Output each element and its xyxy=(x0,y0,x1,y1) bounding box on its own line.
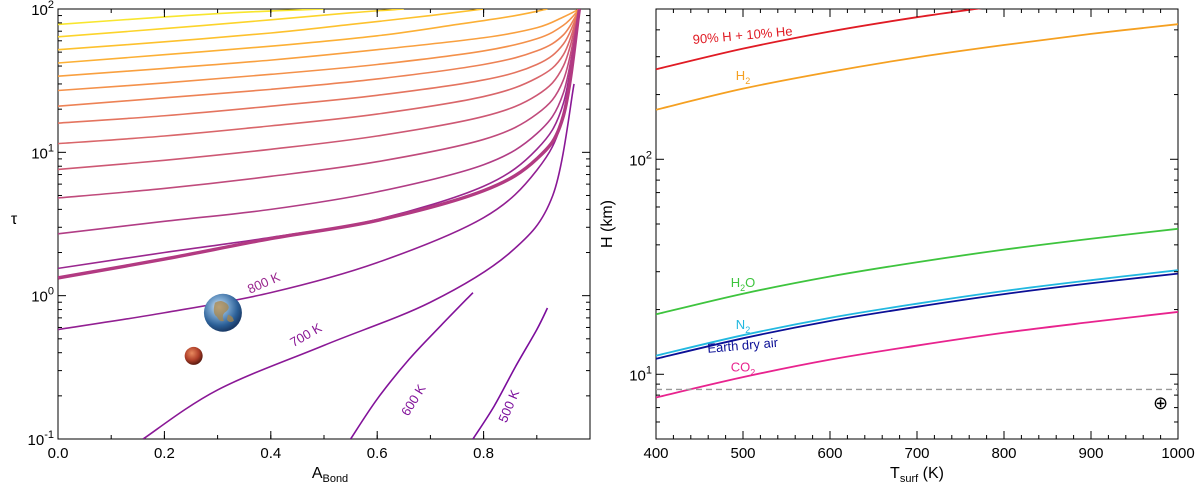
earth-symbol-icon: ⊕ xyxy=(1153,393,1168,414)
scale-height-curve-h2 xyxy=(656,23,1178,111)
species-label-h2: H2 xyxy=(736,68,750,86)
right-ticks-group: 400 500 600 700 800 900 1000 101 102 xyxy=(629,9,1195,462)
left-x-tick-label: 0.8 xyxy=(473,445,494,462)
tau-curve-12 xyxy=(58,9,580,92)
right-x-axis-label: Tsurf (K) xyxy=(890,465,944,485)
tau-curve-11 xyxy=(58,9,581,107)
tau-curve-600-k xyxy=(349,292,474,439)
left-series-group xyxy=(58,9,582,439)
tau-curve-17 xyxy=(58,9,325,26)
left-y-tick-label: 102 xyxy=(31,0,54,19)
left-x-tick-label: 0.0 xyxy=(48,445,69,462)
tau-curve-9 xyxy=(58,9,581,145)
tau-curve-16 xyxy=(58,9,404,38)
right-x-tick-label: 600 xyxy=(817,445,842,462)
right-x-tick-label: 700 xyxy=(904,445,929,462)
mars-marker xyxy=(184,346,203,365)
left-y-axis-label: τ xyxy=(11,211,18,228)
tau-reference-curve xyxy=(58,9,582,280)
left-y-tick-label: 10-1 xyxy=(28,429,54,449)
left-x-tick-label: 0.6 xyxy=(367,445,388,462)
right-series-group xyxy=(656,9,1178,399)
right-x-tick-label: 400 xyxy=(643,445,668,462)
left-x-axis-label: ABond xyxy=(312,465,348,485)
tau-curve-13 xyxy=(58,9,580,77)
tau-curve-15 xyxy=(58,9,484,51)
left-y-tick-label: 100 xyxy=(31,286,54,306)
tau-curve-500-k xyxy=(472,307,549,439)
scale-height-curve-co2 xyxy=(656,311,1178,399)
left-y-tick-label: 101 xyxy=(31,142,54,162)
species-label-n2: N2 xyxy=(736,317,750,335)
species-label-earth-dry-air: Earth dry air xyxy=(707,335,780,356)
right-x-tick-label: 500 xyxy=(730,445,755,462)
scale-height-curve-90-h-10-he xyxy=(656,9,983,71)
left-x-tick-label: 0.2 xyxy=(154,445,175,462)
right-y-tick-label: 102 xyxy=(629,149,652,169)
left-ticks-group: 0.0 0.2 0.4 0.6 0.8 10-1 100 101 102 xyxy=(28,0,591,462)
left-x-tick-label: 0.4 xyxy=(260,445,281,462)
earth-marker xyxy=(203,293,242,332)
right-y-tick-label: 101 xyxy=(629,364,652,384)
species-label-h2o: H2O xyxy=(731,275,756,293)
right-y-axis-label: H (km) xyxy=(599,200,616,248)
left-markers-group xyxy=(184,293,242,365)
scale-height-curve-n2 xyxy=(656,269,1178,357)
tau-curve-6 xyxy=(58,9,581,235)
tau-curve-7 xyxy=(58,9,581,199)
right-x-tick-label: 800 xyxy=(991,445,1016,462)
scale-height-curve-h2o xyxy=(656,227,1178,316)
tau-curve-14 xyxy=(58,9,548,64)
right-x-tick-label: 900 xyxy=(1078,445,1103,462)
tau-curve-8 xyxy=(58,9,581,171)
right-plot-frame xyxy=(655,8,1179,440)
scale-height-curve-earth-dry-air xyxy=(656,272,1178,360)
right-x-tick-label: 1000 xyxy=(1161,445,1194,462)
tau-curve-10 xyxy=(58,9,581,124)
species-label-co2: CO2 xyxy=(731,360,756,378)
tau-curve-700-k xyxy=(142,83,575,439)
